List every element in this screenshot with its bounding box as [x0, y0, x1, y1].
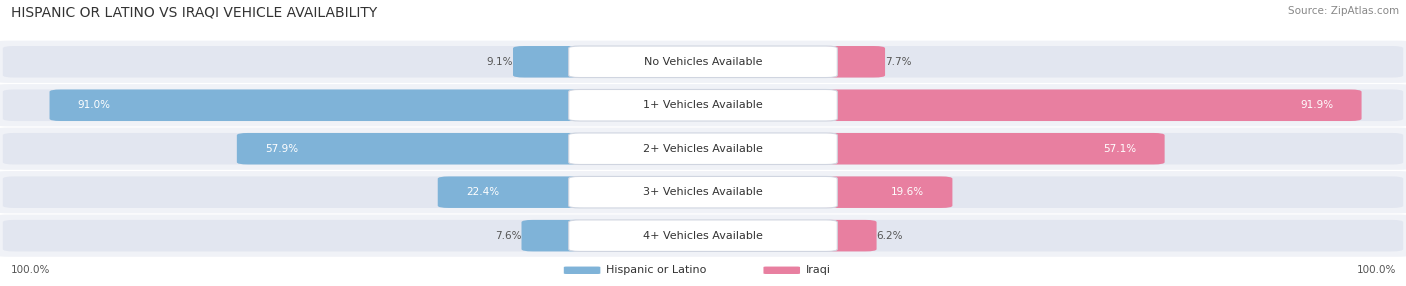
- Text: 22.4%: 22.4%: [465, 187, 499, 197]
- FancyBboxPatch shape: [818, 176, 952, 208]
- Text: 100.0%: 100.0%: [1357, 265, 1396, 275]
- Text: 100.0%: 100.0%: [11, 265, 51, 275]
- FancyBboxPatch shape: [818, 133, 1164, 164]
- FancyBboxPatch shape: [818, 176, 1403, 208]
- Text: 6.2%: 6.2%: [876, 231, 903, 241]
- Text: 2+ Vehicles Available: 2+ Vehicles Available: [643, 144, 763, 154]
- Text: Source: ZipAtlas.com: Source: ZipAtlas.com: [1288, 6, 1399, 16]
- FancyBboxPatch shape: [818, 133, 1403, 164]
- Text: No Vehicles Available: No Vehicles Available: [644, 57, 762, 67]
- FancyBboxPatch shape: [818, 220, 1403, 251]
- FancyBboxPatch shape: [3, 220, 588, 251]
- Text: 9.1%: 9.1%: [486, 57, 513, 67]
- FancyBboxPatch shape: [568, 90, 837, 121]
- FancyBboxPatch shape: [564, 267, 600, 274]
- FancyBboxPatch shape: [3, 90, 588, 121]
- FancyBboxPatch shape: [437, 176, 586, 208]
- Text: 57.1%: 57.1%: [1104, 144, 1136, 154]
- FancyBboxPatch shape: [818, 46, 1403, 78]
- FancyBboxPatch shape: [818, 90, 1361, 121]
- FancyBboxPatch shape: [568, 133, 837, 164]
- FancyBboxPatch shape: [513, 46, 588, 78]
- Text: 1+ Vehicles Available: 1+ Vehicles Available: [643, 100, 763, 110]
- FancyBboxPatch shape: [3, 133, 588, 164]
- Text: 91.0%: 91.0%: [77, 100, 111, 110]
- FancyBboxPatch shape: [0, 128, 1406, 170]
- Text: HISPANIC OR LATINO VS IRAQI VEHICLE AVAILABILITY: HISPANIC OR LATINO VS IRAQI VEHICLE AVAI…: [11, 6, 377, 20]
- FancyBboxPatch shape: [236, 133, 588, 164]
- FancyBboxPatch shape: [818, 90, 1403, 121]
- Text: 3+ Vehicles Available: 3+ Vehicles Available: [643, 187, 763, 197]
- FancyBboxPatch shape: [3, 46, 588, 78]
- FancyBboxPatch shape: [763, 267, 800, 274]
- FancyBboxPatch shape: [818, 46, 884, 78]
- FancyBboxPatch shape: [0, 41, 1406, 83]
- Text: 19.6%: 19.6%: [891, 187, 924, 197]
- FancyBboxPatch shape: [818, 220, 876, 251]
- Text: 7.6%: 7.6%: [495, 231, 522, 241]
- Text: Iraqi: Iraqi: [806, 265, 831, 275]
- FancyBboxPatch shape: [0, 214, 1406, 257]
- Text: 57.9%: 57.9%: [264, 144, 298, 154]
- Text: 7.7%: 7.7%: [884, 57, 911, 67]
- FancyBboxPatch shape: [568, 46, 837, 78]
- FancyBboxPatch shape: [49, 90, 588, 121]
- FancyBboxPatch shape: [3, 176, 588, 208]
- FancyBboxPatch shape: [568, 176, 837, 208]
- Text: Hispanic or Latino: Hispanic or Latino: [606, 265, 706, 275]
- FancyBboxPatch shape: [568, 220, 837, 251]
- Text: 91.9%: 91.9%: [1301, 100, 1333, 110]
- FancyBboxPatch shape: [0, 171, 1406, 213]
- Text: 4+ Vehicles Available: 4+ Vehicles Available: [643, 231, 763, 241]
- FancyBboxPatch shape: [0, 84, 1406, 126]
- FancyBboxPatch shape: [522, 220, 588, 251]
